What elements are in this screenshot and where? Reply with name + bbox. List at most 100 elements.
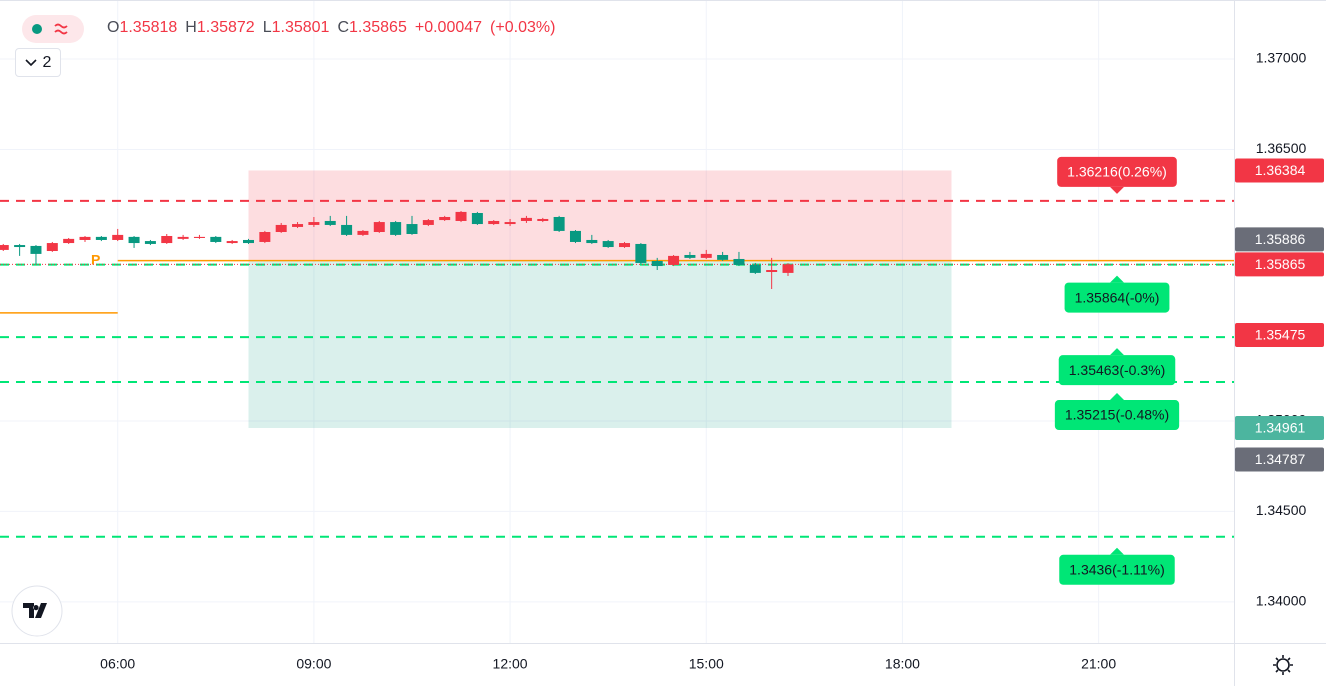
ohlc-item: H1.35872 xyxy=(185,19,254,37)
pivot-label: P xyxy=(91,251,100,267)
price-tag xyxy=(1235,252,1324,277)
candle-body xyxy=(537,218,549,221)
candle-body xyxy=(488,220,500,225)
candle-body xyxy=(455,211,467,221)
level-label-box xyxy=(1059,554,1175,585)
candle-body xyxy=(766,270,778,273)
candle-body xyxy=(275,224,287,233)
level-label-pointer xyxy=(1110,186,1124,194)
candle-body xyxy=(112,234,124,240)
price-tag-label: 1.36384 xyxy=(1255,162,1306,178)
level-label: 1.35215(-0.48%) xyxy=(1054,393,1180,431)
candle-body xyxy=(684,254,696,258)
ohlc-value: 1.35801 xyxy=(271,19,330,36)
candle-body xyxy=(63,238,75,244)
x-tick-label: 15:00 xyxy=(689,656,724,672)
candle-body xyxy=(128,236,140,244)
price-tag xyxy=(1235,416,1324,441)
candle-body xyxy=(0,245,9,250)
candle-body xyxy=(553,216,565,231)
toggle-icons xyxy=(32,23,68,35)
candle-body xyxy=(439,216,451,221)
candle-body xyxy=(504,222,516,225)
logo-mark[interactable] xyxy=(23,603,47,618)
y-tick-label: 1.34000 xyxy=(1256,593,1307,609)
level-label-text: 1.35463(-0.3%) xyxy=(1069,362,1166,378)
candle-body xyxy=(373,222,385,233)
candle-body xyxy=(586,239,598,244)
x-tick-label: 21:00 xyxy=(1081,656,1116,672)
ohlc-value: 1.35865 xyxy=(349,19,407,36)
x-tick-label: 12:00 xyxy=(493,656,528,672)
candle-body xyxy=(95,236,107,240)
gear-teeth[interactable] xyxy=(1273,655,1293,675)
y-tick-label: 1.37000 xyxy=(1256,50,1307,66)
candle-body xyxy=(243,239,255,244)
ohlc-item: O1.35818 xyxy=(107,19,177,37)
stop-zone xyxy=(248,170,952,261)
tv-logo[interactable] xyxy=(11,585,63,637)
candle-body xyxy=(635,243,647,263)
candle-body xyxy=(341,224,353,235)
level-label-text: 1.3436(-1.11%) xyxy=(1069,561,1164,577)
settings-button[interactable] xyxy=(1273,655,1293,675)
level-label-text: 1.36216(0.26%) xyxy=(1067,164,1167,180)
labels: 1.36216(0.26%) 1.35864(-0%) 1.35463(-0.3%)… xyxy=(1054,156,1180,585)
ohlc-legend: O1.35818 H1.35872 L1.35801 C1.35865 +0.0… xyxy=(107,19,555,37)
candle-body xyxy=(177,236,189,239)
level-label-box xyxy=(1064,282,1170,313)
indicator-count: 2 xyxy=(42,53,52,71)
status-dot xyxy=(32,24,42,34)
price-tag xyxy=(1235,227,1324,252)
candle-body xyxy=(357,230,369,235)
collapse-button[interactable]: 2 xyxy=(15,48,61,77)
level-label: 1.36216(0.26%) xyxy=(1057,156,1177,194)
position xyxy=(248,170,952,429)
level-label: 1.35864(-0%) xyxy=(1064,275,1170,313)
y-tick-label: 1.34500 xyxy=(1256,502,1307,518)
candle-body xyxy=(259,232,271,242)
candle-body xyxy=(651,260,663,267)
gear-ring[interactable] xyxy=(1276,658,1290,672)
ohlc-key: O xyxy=(107,19,120,36)
ohlc-key: L xyxy=(262,19,272,36)
level-label-text: 1.35215(-0.48%) xyxy=(1065,407,1169,423)
chevron xyxy=(24,58,37,66)
level-label-pointer xyxy=(1110,275,1124,283)
candle-body xyxy=(422,220,434,225)
candle-body xyxy=(717,254,729,260)
ohlc-item: L1.35801 xyxy=(263,19,330,37)
candles xyxy=(0,211,794,290)
grid xyxy=(0,0,1234,643)
x-tick-label: 09:00 xyxy=(296,656,331,672)
candle-body xyxy=(210,236,222,242)
price-tag xyxy=(1235,158,1324,183)
candle-body xyxy=(324,220,336,225)
price-tag-label: 1.35886 xyxy=(1255,231,1306,247)
candle-body xyxy=(700,253,712,258)
level-label-pointer xyxy=(1110,348,1124,356)
candle-body xyxy=(292,224,304,227)
x-tick-label: 18:00 xyxy=(885,656,920,672)
level-label-box xyxy=(1058,355,1176,386)
logo-circle[interactable] xyxy=(11,585,63,637)
chevron-path xyxy=(24,58,37,66)
price-tag xyxy=(1235,322,1324,347)
visibility-toggle[interactable] xyxy=(22,15,84,43)
price-tag-label: 1.34787 xyxy=(1255,451,1306,467)
ohlc-key: H xyxy=(185,19,197,36)
level-label-box xyxy=(1057,156,1177,187)
candle-body xyxy=(520,217,532,221)
ohlc-item: C1.35865 xyxy=(337,19,406,37)
level-label: 1.3436(-1.11%) xyxy=(1059,547,1175,585)
change: +0.00047 xyxy=(414,19,483,36)
level-label-box xyxy=(1054,400,1180,431)
price-tag-label: 1.35475 xyxy=(1255,327,1306,343)
candle-body xyxy=(406,224,418,234)
x-tick-label: 06:00 xyxy=(100,656,135,672)
candle-body xyxy=(193,236,205,238)
level-label: 1.35463(-0.3%) xyxy=(1058,348,1176,386)
target-zone xyxy=(248,260,952,429)
ohlc-value: 1.35872 xyxy=(196,19,255,36)
